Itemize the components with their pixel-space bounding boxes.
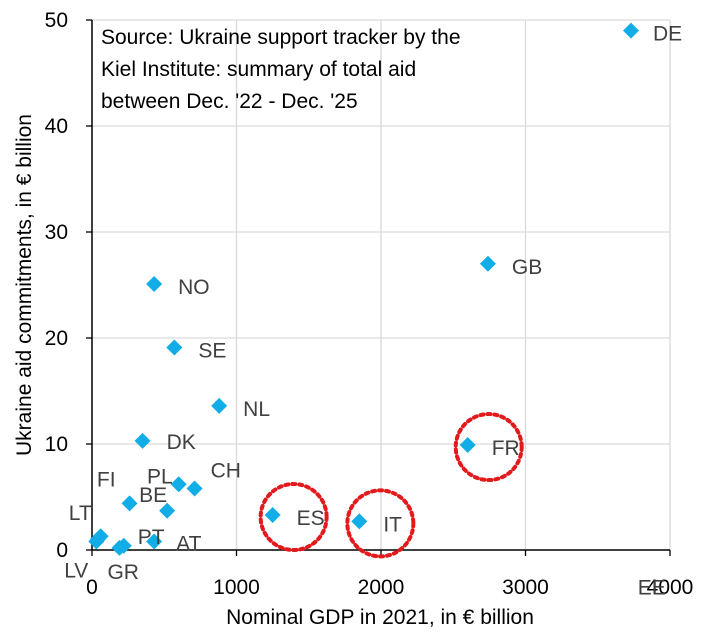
data-point-de — [622, 22, 639, 39]
data-point-se — [166, 339, 183, 356]
point-labels: DE GB FR IT ES NL NO SE DK PL CH BE FI AT PT GR LT LV EE — [64, 23, 682, 600]
y-tick-label: 40 — [45, 115, 68, 138]
highlight-circle-it — [345, 488, 416, 559]
y-tick-labels: 0 10 20 30 40 50 — [45, 9, 68, 562]
highlight-circle-es — [258, 482, 329, 553]
data-point-be — [159, 502, 176, 519]
point-label-ch: CH — [211, 460, 241, 483]
data-point-nl — [211, 397, 228, 414]
x-axis-label: Nominal GDP in 2021, in € billion — [226, 606, 534, 629]
data-point-es — [264, 507, 281, 524]
axes — [86, 19, 671, 556]
y-axis-label: Ukraine aid commitments, in € billion — [13, 114, 36, 456]
x-tick-label: 1000 — [213, 576, 260, 599]
data-point-dk — [134, 432, 151, 449]
point-label-fi: FI — [97, 468, 116, 491]
source-annotation-line-2: Kiel Institute: summary of total aid — [101, 58, 416, 81]
y-tick-label: 10 — [45, 433, 68, 456]
point-label-at: AT — [176, 533, 201, 556]
point-label-de: DE — [653, 23, 682, 46]
y-tick-label: 20 — [45, 327, 68, 350]
y-tick-label: 50 — [45, 9, 68, 32]
x-tick-labels: 0 1000 2000 3000 4000 — [86, 576, 693, 599]
x-tick-label: 0 — [86, 576, 98, 599]
point-label-be: BE — [139, 484, 167, 507]
point-label-pt: PT — [138, 526, 165, 549]
point-label-lv: LV — [64, 560, 88, 583]
data-point-it — [351, 513, 368, 530]
data-point-ch — [186, 480, 203, 497]
source-annotation-line-1: Source: Ukraine support tracker by the — [101, 26, 461, 49]
point-label-fr: FR — [492, 437, 520, 460]
highlight-circles — [258, 412, 524, 559]
data-point-fr — [459, 437, 476, 454]
point-label-it: IT — [383, 513, 402, 536]
data-point-pl — [170, 476, 187, 493]
point-label-es: ES — [297, 507, 325, 530]
data-point-no — [146, 275, 163, 292]
data-point-gb — [479, 255, 496, 272]
data-point-gr — [111, 539, 128, 556]
highlight-circle-fr — [453, 412, 524, 483]
data-points — [88, 22, 639, 556]
point-label-gr: GR — [107, 561, 139, 584]
grid — [92, 19, 671, 550]
point-label-nl: NL — [243, 398, 270, 421]
y-tick-label: 30 — [45, 221, 68, 244]
data-point-at — [146, 533, 163, 550]
point-label-ee: EE — [638, 576, 666, 599]
y-tick-label: 0 — [56, 539, 68, 562]
point-label-pl: PL — [147, 465, 173, 488]
data-point-fi — [121, 495, 138, 512]
point-label-gb: GB — [512, 256, 542, 279]
data-point-ee — [89, 531, 106, 548]
x-tick-label: 4000 — [647, 576, 694, 599]
point-label-se: SE — [198, 340, 226, 363]
x-tick-label: 3000 — [502, 576, 549, 599]
x-tick-label: 2000 — [358, 576, 405, 599]
point-label-dk: DK — [167, 431, 196, 454]
point-label-no: NO — [178, 276, 210, 299]
source-annotation-line-3: between Dec. '22 - Dec. '25 — [101, 90, 358, 113]
point-label-lt: LT — [69, 502, 92, 525]
